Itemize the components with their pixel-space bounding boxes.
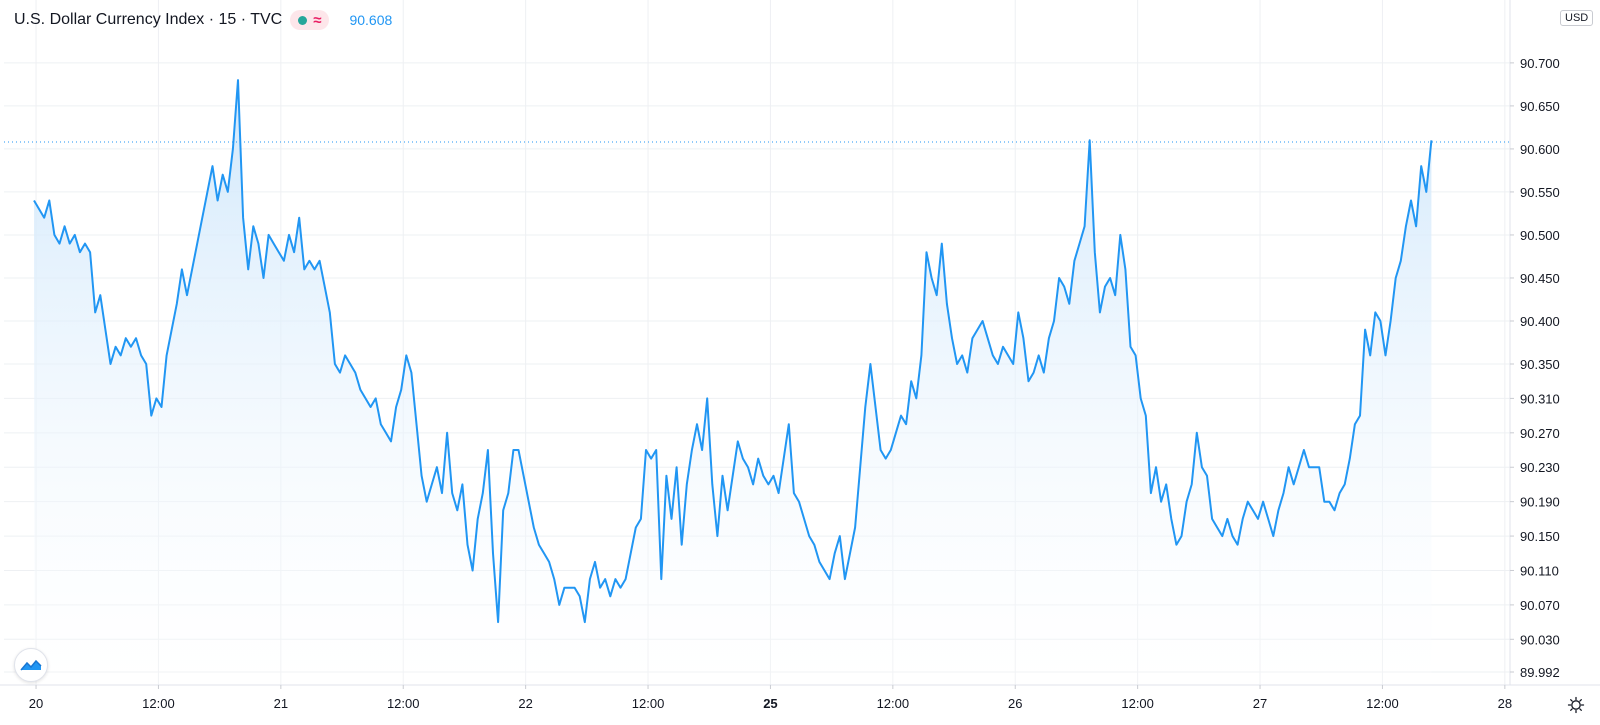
time-tick-label: 12:00	[387, 696, 420, 711]
price-tick-label: 90.500	[1520, 228, 1560, 243]
currency-badge[interactable]: USD	[1560, 10, 1594, 26]
price-tick-label: 90.550	[1520, 185, 1560, 200]
time-tick-label: 20	[29, 696, 43, 711]
time-tick-label: 12:00	[142, 696, 175, 711]
market-status-badge[interactable]: ≈	[290, 10, 330, 30]
delayed-data-icon: ≈	[313, 11, 322, 29]
price-tick-label: 90.030	[1520, 632, 1560, 647]
line-layer	[33, 79, 1433, 624]
series-line[interactable]	[33, 79, 1433, 624]
price-axis[interactable]: 90.700 90.650 90.600 90.550 90.500 90.450 90.4…	[1510, 56, 1560, 680]
price-tick-label: 90.150	[1520, 529, 1560, 544]
time-tick-label: 27	[1253, 696, 1267, 711]
time-tick-label: 22	[518, 696, 532, 711]
time-tick-label: 12:00	[1366, 696, 1399, 711]
price-tick-label: 90.070	[1520, 598, 1560, 613]
tradingview-logo-icon[interactable]	[14, 648, 48, 682]
time-tick-label: 12:00	[877, 696, 910, 711]
time-tick-label: 26	[1008, 696, 1022, 711]
price-tick-label: 90.190	[1520, 495, 1560, 510]
last-price-value: 90.608	[349, 12, 393, 28]
time-tick-label: 28	[1498, 696, 1512, 711]
time-tick-label: 12:00	[632, 696, 665, 711]
time-axis[interactable]: 20 12:00 21 12:00 22 12:00 25 12:00 26 12:00 27 12:…	[29, 685, 1512, 711]
price-tick-label: 90.700	[1520, 56, 1560, 71]
price-tick-label: 89.992	[1520, 665, 1560, 680]
settings-gear-icon[interactable]	[1566, 695, 1586, 715]
price-tick-label: 90.450	[1520, 271, 1560, 286]
symbol-title[interactable]: U.S. Dollar Currency Index · 15 · TVC	[14, 11, 283, 28]
time-tick-label: 21	[274, 696, 288, 711]
price-tick-label: 90.270	[1520, 426, 1560, 441]
area-layer	[34, 80, 1432, 686]
price-tick-label: 90.350	[1520, 357, 1560, 372]
market-open-dot-icon	[298, 15, 308, 25]
time-tick-label: 25	[763, 696, 777, 711]
time-tick-label: 12:00	[1121, 696, 1154, 711]
price-tick-label: 90.230	[1520, 460, 1560, 475]
price-tick-label: 90.650	[1520, 99, 1560, 114]
series-area-fill	[34, 80, 1432, 686]
price-tick-label: 90.310	[1520, 391, 1560, 406]
price-tick-label: 90.110	[1520, 563, 1559, 578]
chart-legend: U.S. Dollar Currency Index · 15 · TVC ≈ …	[14, 8, 392, 32]
price-tick-label: 90.400	[1520, 314, 1560, 329]
price-tick-label: 90.600	[1520, 142, 1560, 157]
